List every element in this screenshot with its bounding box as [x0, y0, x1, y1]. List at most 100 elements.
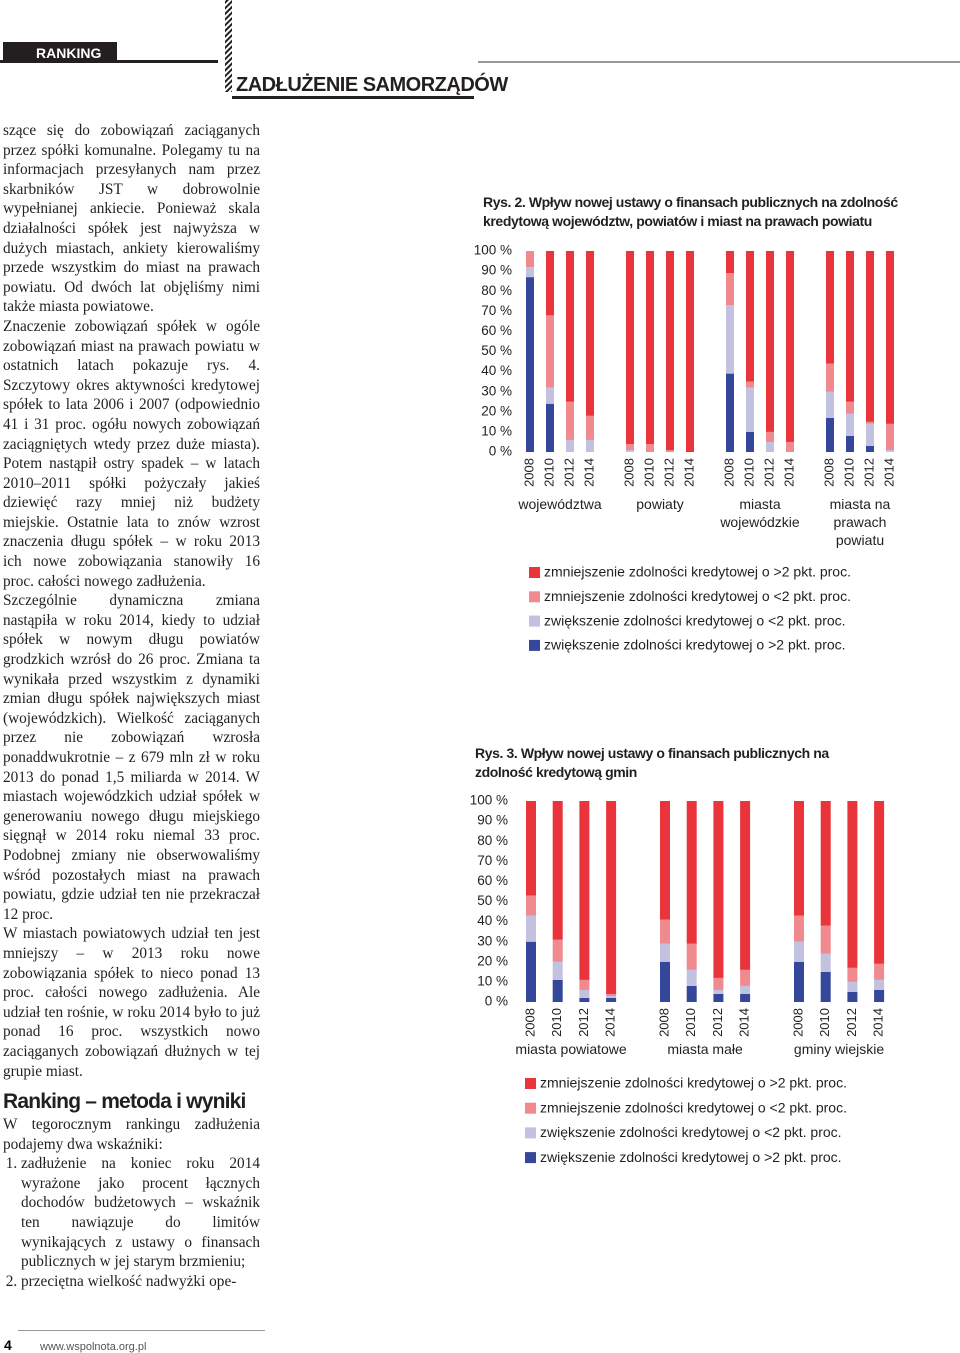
- bar-segment: [820, 953, 831, 972]
- bar-segment: [766, 251, 774, 432]
- y-tick-label: 80 %: [481, 283, 512, 298]
- bar-segment: [586, 439, 594, 452]
- x-tick-label: 2008: [790, 1008, 805, 1037]
- bar-segment: [826, 251, 834, 364]
- y-tick-label: 60 %: [477, 873, 508, 888]
- bar-segment: [546, 403, 554, 452]
- bar-segment: [713, 993, 724, 1002]
- legend-swatch: [525, 1102, 536, 1114]
- bar-segment: [746, 381, 754, 388]
- bar-segment: [579, 989, 590, 998]
- legend-label: zmniejszenie zdolności kredytowej o >2 p…: [544, 564, 851, 580]
- bar-segment: [726, 273, 734, 306]
- x-tick-label: 2014: [881, 458, 896, 487]
- bar-segment: [746, 251, 754, 382]
- legend-swatch: [525, 1078, 536, 1089]
- legend-label: zwiększenie zdolności kredytowej o <2 pk…: [540, 1124, 842, 1140]
- list: zadłużenie na koniec roku 2014 wyrażone …: [3, 1154, 260, 1291]
- bar-segment: [660, 801, 670, 920]
- x-tick-label: 2008: [521, 458, 536, 487]
- bar-segment: [626, 443, 634, 450]
- bar-segment: [526, 801, 536, 896]
- bar-segment: [579, 979, 590, 990]
- bar-segment: [546, 315, 554, 388]
- y-tick-label: 40 %: [481, 363, 512, 378]
- bar-segment: [886, 251, 894, 424]
- bar-segment: [846, 435, 854, 452]
- x-tick-label: 2014: [871, 1008, 886, 1037]
- bar-segment: [686, 251, 694, 452]
- bar-segment: [740, 985, 751, 994]
- legend-swatch: [525, 1127, 536, 1139]
- rule: [18, 1330, 265, 1331]
- bar-segment: [586, 251, 594, 416]
- bar-segment: [646, 443, 654, 452]
- bar-segment: [847, 981, 858, 992]
- bar-segment: [826, 417, 834, 452]
- x-tick-label: 2010: [549, 1008, 564, 1037]
- bar-segment: [794, 941, 804, 962]
- paragraph: Znaczenie zobowiązań spółek w ogóle zobo…: [3, 317, 260, 590]
- bar-segment: [566, 439, 574, 452]
- bar-segment: [874, 979, 885, 990]
- section-box: [3, 42, 117, 62]
- bar-segment: [886, 449, 894, 452]
- y-tick-label: 80 %: [477, 833, 508, 848]
- heading: Ranking – metoda i wyniki: [3, 1090, 246, 1114]
- paragraph: Szczególnie dynamiczna zmiana nastąpiła …: [3, 592, 260, 923]
- legend-label: zwiększenie zdolności kredytowej o >2 pk…: [544, 637, 846, 653]
- x-tick-label: 2014: [681, 458, 696, 487]
- group-label: miasta na prawach powiatu: [829, 496, 891, 548]
- bar-segment: [866, 251, 874, 422]
- bar-segment: [874, 801, 885, 964]
- legend-label: zmniejszenie zdolności kredytowej o >2 p…: [540, 1075, 847, 1091]
- x-tick-label: 2012: [576, 1008, 591, 1037]
- bar-segment: [526, 915, 536, 942]
- bar-segment: [820, 801, 831, 926]
- group-label: miasta małe: [667, 1041, 743, 1057]
- bar-segment: [713, 989, 724, 994]
- y-tick-label: 50 %: [481, 343, 512, 358]
- bar-segment: [874, 989, 885, 1002]
- bar-segment: [686, 969, 697, 986]
- bar-segment: [766, 441, 774, 452]
- bar-segment: [740, 969, 751, 986]
- bar-segment: [660, 919, 670, 944]
- legend-label: zmniejszenie zdolności kredytowej o <2 p…: [540, 1099, 847, 1115]
- bar-segment: [886, 423, 894, 450]
- bar-segment: [526, 251, 534, 268]
- text-column: szące się do zobowiązań zaciąganych prze…: [3, 121, 260, 1291]
- group-label: miasta powiatowe: [515, 1041, 627, 1057]
- x-tick-label: 2008: [721, 458, 736, 487]
- bar-segment: [746, 387, 754, 432]
- bar-segment: [579, 997, 590, 1002]
- bar-segment: [826, 391, 834, 418]
- x-tick-label: 2012: [761, 458, 776, 487]
- y-tick-label: 50 %: [477, 893, 508, 908]
- bar-segment: [726, 373, 734, 452]
- bar-segment: [686, 943, 697, 970]
- bar-segment: [794, 915, 804, 942]
- group-label: województwa: [518, 496, 602, 512]
- bar-segment: [786, 251, 794, 442]
- y-tick-label: 60 %: [481, 323, 512, 338]
- bar-segment: [866, 445, 874, 452]
- legend-label: zwiększenie zdolności kredytowej o >2 pk…: [540, 1149, 842, 1165]
- bar-segment: [552, 801, 563, 940]
- bar-segment: [847, 801, 858, 968]
- x-tick-label: 2010: [541, 458, 556, 487]
- bar-segment: [606, 801, 617, 994]
- x-tick-label: 2010: [741, 458, 756, 487]
- bar-segment: [740, 993, 751, 1002]
- bar-segment: [552, 939, 563, 962]
- bar-segment: [726, 305, 734, 374]
- bar-segment: [579, 801, 590, 980]
- y-tick-label: 10 %: [481, 423, 512, 438]
- bar-segment: [660, 943, 670, 962]
- section-label: RANKING: [36, 45, 101, 61]
- bar-segment: [626, 251, 634, 444]
- bar-segment: [820, 925, 831, 954]
- list-item: zadłużenie na koniec roku 2014 wyrażone …: [21, 1154, 260, 1272]
- bar-segment: [794, 961, 804, 1002]
